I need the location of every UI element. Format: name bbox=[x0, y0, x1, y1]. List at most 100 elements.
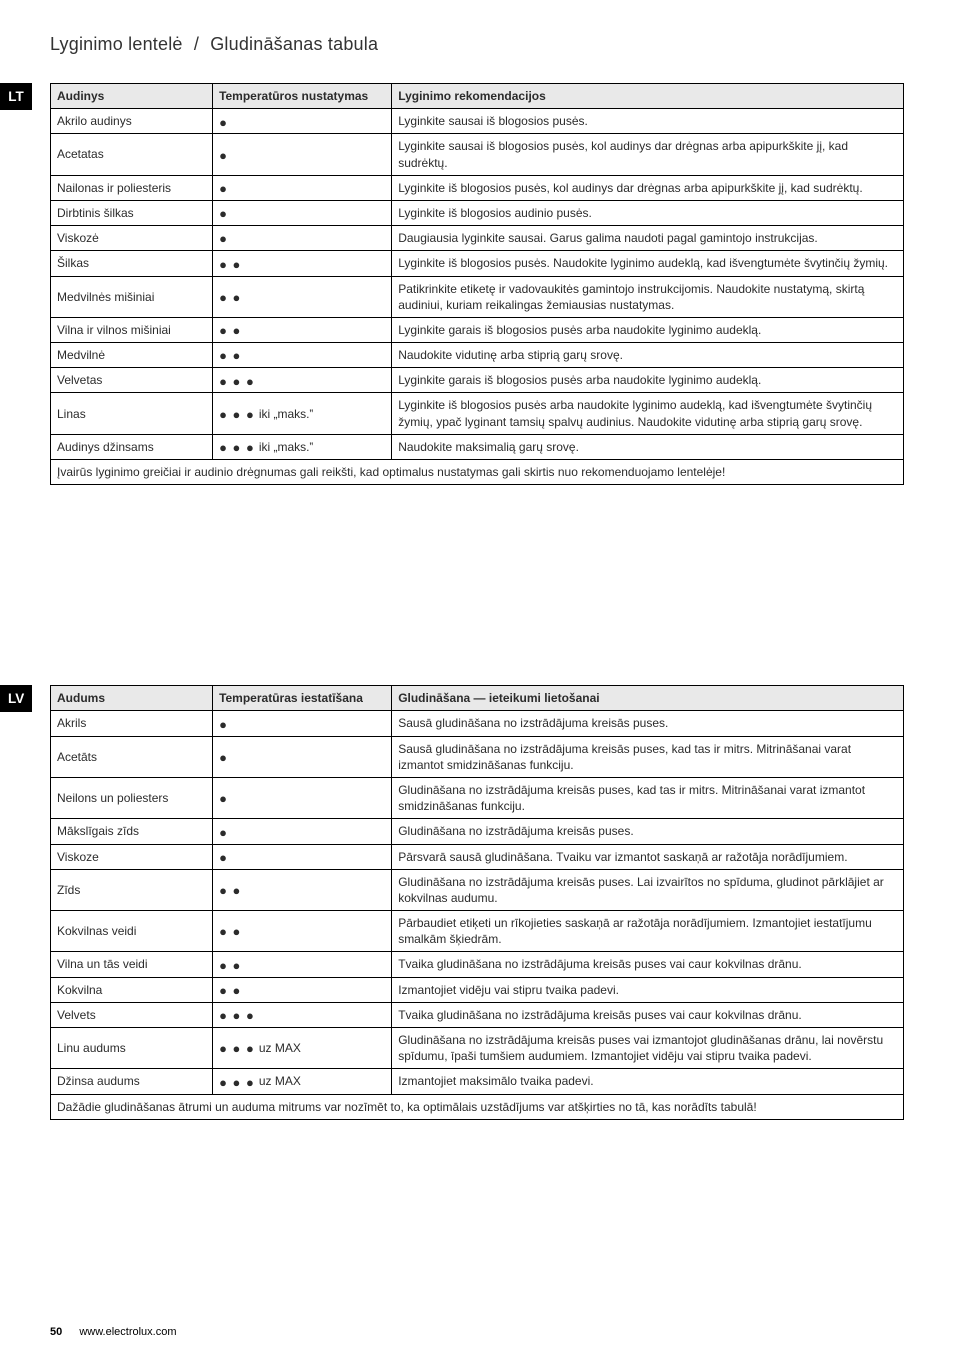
cell-fabric: Šilkas bbox=[51, 251, 213, 276]
cell-temp: ● ● bbox=[213, 276, 392, 317]
temp-dots-icon: ● ● bbox=[219, 984, 241, 997]
cell-recommendation: Izmantojiet maksimālo tvaika padevi. bbox=[392, 1069, 904, 1094]
cell-fabric: Linas bbox=[51, 393, 213, 434]
temp-dots-icon: ● ● ● bbox=[219, 1076, 255, 1089]
cell-temp: ● ● bbox=[213, 911, 392, 952]
cell-temp: ● ● bbox=[213, 251, 392, 276]
temp-dots-icon: ● ● bbox=[219, 349, 241, 362]
cell-temp: ● ● bbox=[213, 317, 392, 342]
table-header-row: Audums Temperatūras iestatīšana Gludināš… bbox=[51, 686, 904, 711]
temp-dots-icon: ● bbox=[219, 149, 228, 162]
table-row: Acetatas●Lyginkite sausai iš blogosios p… bbox=[51, 134, 904, 175]
cell-fabric: Audinys džinsams bbox=[51, 434, 213, 459]
table-body: Akrilo audinys●Lyginkite sausai iš blogo… bbox=[51, 109, 904, 460]
cell-recommendation: Naudokite vidutinę arba stiprią garų sro… bbox=[392, 343, 904, 368]
temp-suffix: uz MAX bbox=[259, 1074, 301, 1088]
temp-dots-icon: ● ● ● bbox=[219, 408, 255, 421]
table-lt: Audinys Temperatūros nustatymas Lyginimo… bbox=[50, 83, 904, 485]
cell-recommendation: Izmantojiet vidēju vai stipru tvaika pad… bbox=[392, 977, 904, 1002]
cell-recommendation: Pārbaudiet etiķeti un rīkojieties saskaņ… bbox=[392, 911, 904, 952]
table-row: Medvilnė● ●Naudokite vidutinę arba stipr… bbox=[51, 343, 904, 368]
cell-recommendation: Tvaika gludināšana no izstrādājuma kreis… bbox=[392, 1002, 904, 1027]
section-lv: LV Audums Temperatūras iestatīšana Gludi… bbox=[50, 685, 904, 1120]
table-row: Nailonas ir poliesteris●Lyginkite iš blo… bbox=[51, 175, 904, 200]
temp-dots-icon: ● bbox=[219, 751, 228, 764]
cell-fabric: Mākslīgais zīds bbox=[51, 819, 213, 844]
cell-fabric: Linu audums bbox=[51, 1028, 213, 1069]
table-row: Viskoze●Pārsvarā sausā gludināšana. Tvai… bbox=[51, 844, 904, 869]
cell-fabric: Nailonas ir poliesteris bbox=[51, 175, 213, 200]
temp-dots-icon: ● bbox=[219, 826, 228, 839]
page-title: Lyginimo lentelė / Gludināšanas tabula bbox=[50, 34, 904, 55]
footnote-row: Įvairūs lyginimo greičiai ir audinio drė… bbox=[51, 460, 904, 485]
cell-recommendation: Lyginkite garais iš blogosios pusės arba… bbox=[392, 368, 904, 393]
temp-dots-icon: ● ● bbox=[219, 324, 241, 337]
temp-dots-icon: ● ● ● bbox=[219, 1042, 255, 1055]
table-row: Akrilo audinys●Lyginkite sausai iš blogo… bbox=[51, 109, 904, 134]
table-head: Audinys Temperatūros nustatymas Lyginimo… bbox=[51, 84, 904, 109]
cell-temp: ● bbox=[213, 736, 392, 777]
cell-fabric: Akrils bbox=[51, 711, 213, 736]
temp-dots-icon: ● bbox=[219, 792, 228, 805]
cell-recommendation: Sausā gludināšana no izstrādājuma kreisā… bbox=[392, 711, 904, 736]
th-fabric: Audums bbox=[51, 686, 213, 711]
title-sep: / bbox=[188, 34, 205, 55]
table-row: Acetāts●Sausā gludināšana no izstrādājum… bbox=[51, 736, 904, 777]
cell-recommendation: Gludināšana no izstrādājuma kreisās puse… bbox=[392, 869, 904, 910]
cell-temp: ● bbox=[213, 226, 392, 251]
cell-temp: ● bbox=[213, 777, 392, 818]
table-lv: Audums Temperatūras iestatīšana Gludināš… bbox=[50, 685, 904, 1120]
cell-temp: ● ● bbox=[213, 977, 392, 1002]
page-footer: 50 www.electrolux.com bbox=[50, 1326, 177, 1338]
cell-temp: ● ● ● iki „maks.‟ bbox=[213, 393, 392, 434]
table-row: Medvilnės mišiniai● ●Patikrinkite etiket… bbox=[51, 276, 904, 317]
title-lv: Gludināšanas tabula bbox=[210, 34, 378, 54]
cell-fabric: Acetāts bbox=[51, 736, 213, 777]
temp-dots-icon: ● ● ● bbox=[219, 1009, 255, 1022]
cell-recommendation: Daugiausia lyginkite sausai. Garus galim… bbox=[392, 226, 904, 251]
cell-temp: ● ● bbox=[213, 343, 392, 368]
cell-recommendation: Gludināšana no izstrādājuma kreisās puse… bbox=[392, 819, 904, 844]
temp-suffix: iki „maks.‟ bbox=[259, 407, 314, 421]
cell-recommendation: Gludināšana no izstrādājuma kreisās puse… bbox=[392, 777, 904, 818]
table-row: Dirbtinis šilkas●Lyginkite iš blogosios … bbox=[51, 200, 904, 225]
cell-recommendation: Gludināšana no izstrādājuma kreisās puse… bbox=[392, 1028, 904, 1069]
cell-fabric: Velvetas bbox=[51, 368, 213, 393]
temp-dots-icon: ● ● ● bbox=[219, 375, 255, 388]
cell-recommendation: Lyginkite iš blogosios pusės arba naudok… bbox=[392, 393, 904, 434]
cell-fabric: Viskoze bbox=[51, 844, 213, 869]
th-temp: Temperatūros nustatymas bbox=[213, 84, 392, 109]
temp-suffix: uz MAX bbox=[259, 1041, 301, 1055]
cell-temp: ● ● bbox=[213, 869, 392, 910]
table-row: Zīds ● ● Gludināšana no izstrādājuma kreis… bbox=[51, 869, 904, 910]
table-row: Šilkas● ●Lyginkite iš blogosios pusės. N… bbox=[51, 251, 904, 276]
cell-temp: ● ● ● bbox=[213, 368, 392, 393]
table-row: Vilna un tās veidi● ●Tvaika gludināšana … bbox=[51, 952, 904, 977]
table-head: Audums Temperatūras iestatīšana Gludināš… bbox=[51, 686, 904, 711]
th-fabric: Audinys bbox=[51, 84, 213, 109]
cell-recommendation: Lyginkite iš blogosios pusės. Naudokite … bbox=[392, 251, 904, 276]
page-number: 50 bbox=[50, 1326, 62, 1338]
cell-fabric: Zīds bbox=[51, 869, 213, 910]
temp-dots-icon: ● bbox=[219, 207, 228, 220]
cell-recommendation: Lyginkite garais iš blogosios pusės arba… bbox=[392, 317, 904, 342]
cell-temp: ● ● ● uz MAX bbox=[213, 1028, 392, 1069]
temp-dots-icon: ● bbox=[219, 182, 228, 195]
temp-dots-icon: ● ● bbox=[219, 291, 241, 304]
cell-temp: ● bbox=[213, 711, 392, 736]
lang-tag-lt: LT bbox=[0, 83, 32, 110]
table-row: Linas ● ● ● iki „maks.‟ Lyginkite iš blogos… bbox=[51, 393, 904, 434]
cell-temp: ● bbox=[213, 175, 392, 200]
temp-suffix: iki „maks.‟ bbox=[259, 440, 314, 454]
table-row: Kokvilnas veidi● ●Pārbaudiet etiķeti un … bbox=[51, 911, 904, 952]
cell-fabric: Dirbtinis šilkas bbox=[51, 200, 213, 225]
table-body: Akrils●Sausā gludināšana no izstrādājuma… bbox=[51, 711, 904, 1094]
table-row: Mākslīgais zīds ● Gludināšana no izstrādāj… bbox=[51, 819, 904, 844]
cell-temp: ● bbox=[213, 134, 392, 175]
table-row: Kokvilna● ●Izmantojiet vidēju vai stipru… bbox=[51, 977, 904, 1002]
cell-fabric: Akrilo audinys bbox=[51, 109, 213, 134]
table-row: Vilna ir vilnos mišiniai● ●Lyginkite gar… bbox=[51, 317, 904, 342]
temp-dots-icon: ● ● bbox=[219, 884, 241, 897]
table-row: Audinys džinsams● ● ●iki „maks.‟Naudokit… bbox=[51, 434, 904, 459]
cell-recommendation: Patikrinkite etiketę ir vadovaukitės gam… bbox=[392, 276, 904, 317]
